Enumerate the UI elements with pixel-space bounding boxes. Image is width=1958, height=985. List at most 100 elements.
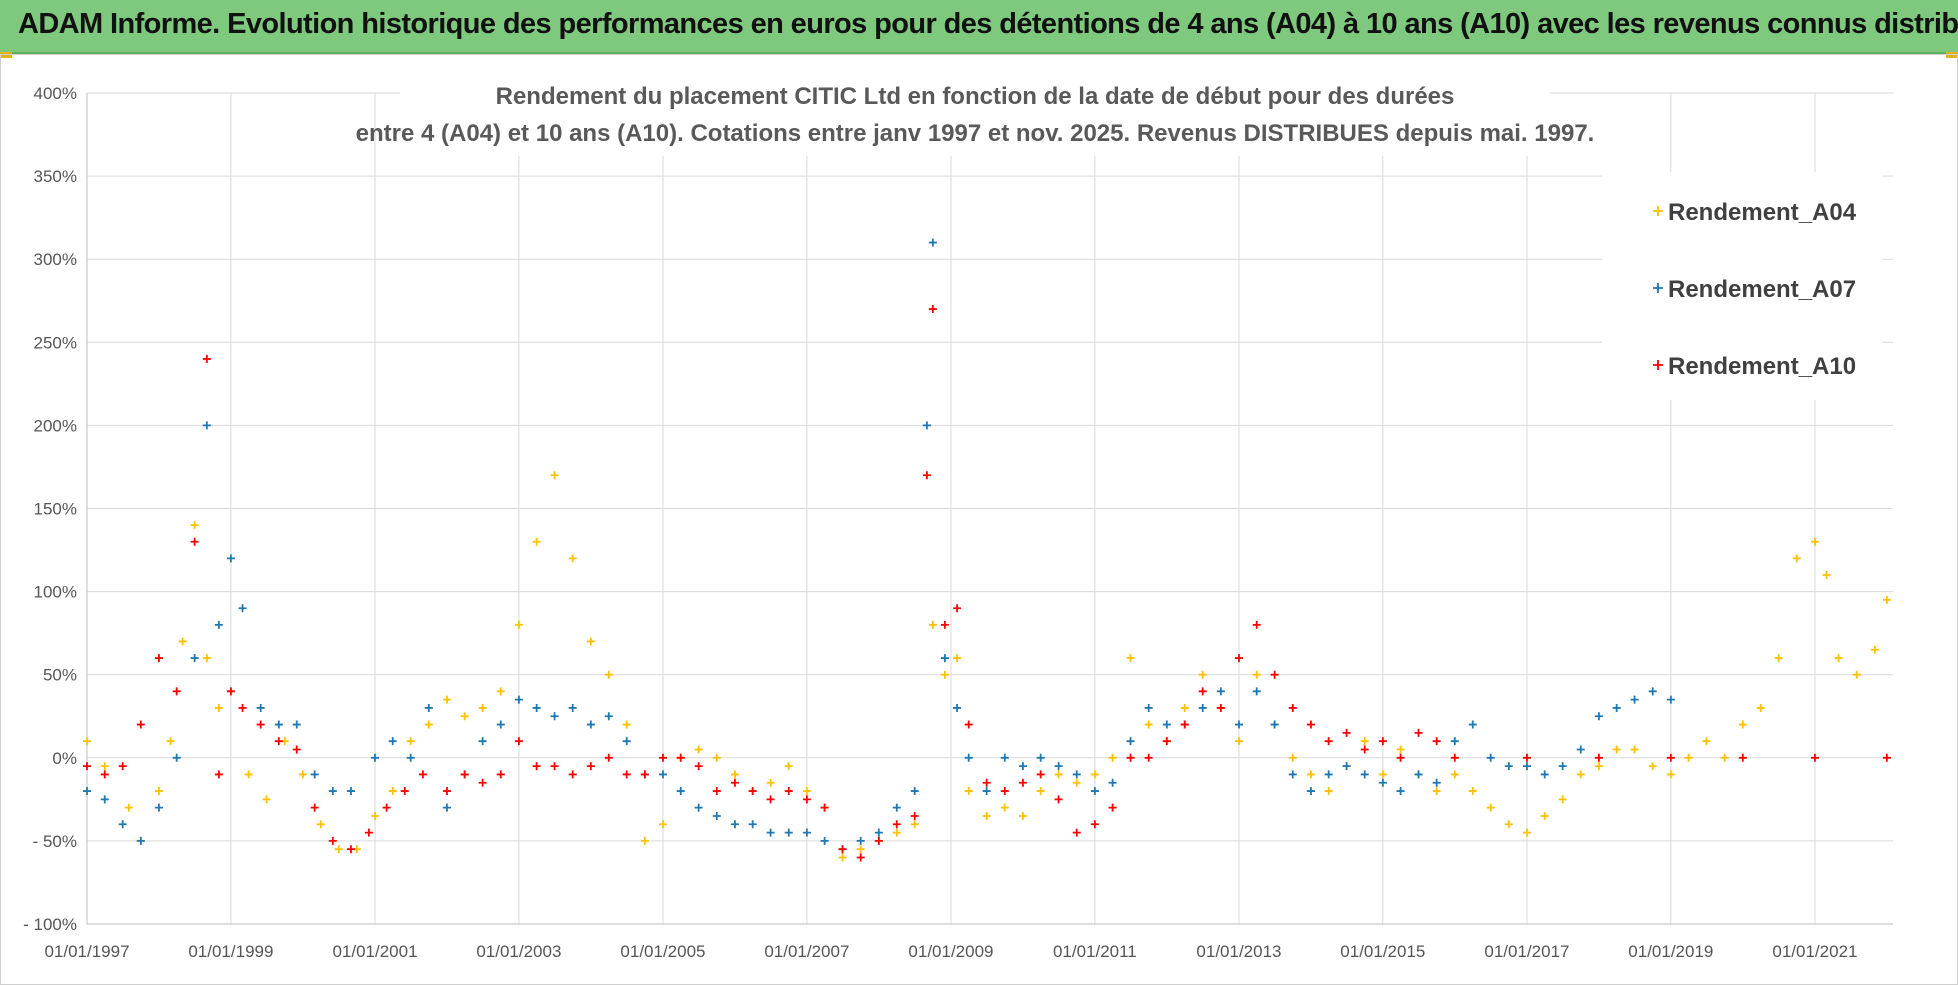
rendement-a07-point	[1540, 770, 1549, 779]
rendement-a07-point	[83, 787, 91, 796]
rendement-a04-point	[460, 712, 469, 721]
rendement-a04-point	[712, 753, 721, 762]
rendement-a07-point	[406, 753, 415, 762]
rendement-a10-point	[1666, 753, 1675, 762]
rendement-a07-point	[1288, 770, 1297, 779]
rendement-a04-point	[1000, 803, 1009, 812]
rendement-a10-point	[328, 836, 337, 845]
y-tick-label: 300%	[34, 250, 77, 269]
rendement-a04-point	[1234, 737, 1243, 746]
rendement-a07-point	[730, 820, 739, 829]
rendement-a04-point	[1450, 770, 1459, 779]
rendement-a10-point	[118, 762, 127, 771]
rendement-a07-point	[1162, 720, 1171, 729]
x-tick-label: 01/01/2013	[1196, 942, 1281, 961]
rendement-a07-point	[1270, 720, 1279, 729]
rendement-a04-point	[1108, 753, 1117, 762]
rendement-a07-point	[274, 720, 283, 729]
rendement-a07-point	[310, 770, 319, 779]
rendement-a10-point	[953, 604, 962, 613]
rendement-a07-point	[622, 737, 631, 746]
rendement-a07-point	[1666, 695, 1675, 704]
rendement-a10-point	[1054, 795, 1063, 804]
rendement-a04-point	[202, 654, 211, 663]
rendement-a10-point	[1342, 728, 1351, 737]
rendement-a07-point	[910, 787, 919, 796]
rendement-a10-point	[568, 770, 577, 779]
rendement-a10-point	[1810, 753, 1819, 762]
rendement-a04-point	[244, 770, 253, 779]
rendement-a10-point	[1126, 753, 1135, 762]
rendement-a04-point	[1558, 795, 1567, 804]
x-tick-label: 01/01/2015	[1340, 942, 1425, 961]
rendement-a07-point	[1432, 778, 1441, 787]
x-tick-label: 01/01/2003	[476, 942, 561, 961]
rendement-a04-point	[83, 737, 91, 746]
rendement-a07-point	[1108, 778, 1117, 787]
rendement-a07-point	[154, 803, 163, 812]
rendement-a04-point	[1180, 703, 1189, 712]
rendement-a07-point	[328, 787, 337, 796]
corner-mark-left	[0, 52, 12, 58]
rendement-a04-point	[298, 770, 307, 779]
rendement-a10-point	[400, 787, 409, 796]
x-tick-label: 01/01/2009	[908, 942, 993, 961]
rendement-a04-point	[1288, 753, 1297, 762]
chart-title-line: Rendement du placement CITIC Ltd en fonc…	[496, 83, 1455, 110]
rendement-a07-point	[424, 703, 433, 712]
rendement-a04-point	[964, 787, 973, 796]
rendement-a07-point	[1234, 720, 1243, 729]
rendement-a07-point	[1648, 687, 1657, 696]
rendement-a07-point	[442, 803, 451, 812]
rendement-a04-point	[496, 687, 505, 696]
rendement-a10-point	[1162, 737, 1171, 746]
rendement-a04-point	[1630, 745, 1639, 754]
rendement-a10-point	[100, 770, 109, 779]
rendement-a07-point	[964, 753, 973, 762]
rendement-a04-point	[766, 778, 775, 787]
rendement-a07-point	[892, 803, 901, 812]
rendement-a10-point	[154, 654, 163, 663]
rendement-a04-point	[1702, 737, 1711, 746]
rendement-a04-point	[658, 820, 667, 829]
rendement-a07-point	[953, 703, 962, 712]
rendement-a04-point	[1054, 770, 1063, 779]
legend-marker	[1653, 360, 1663, 370]
rendement-a04-point	[316, 820, 325, 829]
rendement-a07-point	[136, 836, 145, 845]
rendement-a07-point	[172, 753, 181, 762]
rendement-a04-point	[1852, 670, 1861, 679]
rendement-a04-point	[1036, 787, 1045, 796]
rendement-a04-point	[388, 787, 397, 796]
rendement-a04-point	[214, 703, 223, 712]
chart-title-line: entre 4 (A04) et 10 ans (A10). Cotations…	[356, 120, 1595, 147]
rendement-a04-point	[928, 620, 937, 629]
y-tick-label: 350%	[34, 167, 77, 186]
rendement-a04-point	[1126, 654, 1135, 663]
rendement-a10-point	[982, 778, 991, 787]
rendement-a10-point	[922, 471, 931, 480]
rendement-a04-point	[802, 787, 811, 796]
rendement-a10-point	[1036, 770, 1045, 779]
rendement-a10-point	[274, 737, 283, 746]
rendement-a07-point	[766, 828, 775, 837]
rendement-a07-point	[604, 712, 613, 721]
x-tick-label: 01/01/2005	[620, 942, 705, 961]
rendement-a10-point	[712, 787, 721, 796]
rendement-a07-point	[1342, 762, 1351, 771]
rendement-a10-point	[586, 762, 595, 771]
rendement-a10-point	[928, 305, 937, 314]
rendement-a04-point	[424, 720, 433, 729]
legend-label: Rendement_A07	[1668, 276, 1856, 303]
rendement-a07-point	[346, 787, 355, 796]
rendement-a07-point	[370, 753, 379, 762]
rendement-a07-point	[1090, 787, 1099, 796]
rendement-a04-point	[124, 803, 133, 812]
rendement-a04-point	[1648, 762, 1657, 771]
rendement-a07-point	[1486, 753, 1495, 762]
rendement-a07-point	[928, 238, 937, 247]
rendement-a07-point	[118, 820, 127, 829]
rendement-a07-point	[190, 654, 199, 663]
rendement-a04-point	[1144, 720, 1153, 729]
